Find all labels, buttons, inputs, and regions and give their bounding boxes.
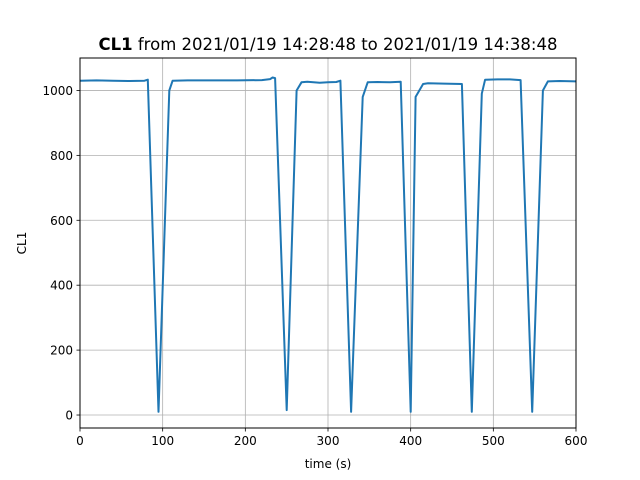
series-line-1 xyxy=(79,76,577,413)
y-tick-label: 800 xyxy=(50,149,73,163)
x-tick-label: 500 xyxy=(482,434,505,448)
x-tick-label: 600 xyxy=(565,434,588,448)
chart-title-rest: from 2021/01/19 14:28:48 to 2021/01/19 1… xyxy=(133,35,558,54)
chart-title: CL1 from 2021/01/19 14:28:48 to 2021/01/… xyxy=(99,35,558,54)
y-axis-label: CL1 xyxy=(15,232,29,255)
y-tick-label: 0 xyxy=(65,409,73,423)
x-tick-label: 200 xyxy=(234,434,257,448)
y-tick-label: 1000 xyxy=(42,84,73,98)
x-axis-ticks: 0 100 200 300 400 500 600 xyxy=(76,428,587,448)
x-tick-label: 300 xyxy=(317,434,340,448)
y-tick-label: 200 xyxy=(50,344,73,358)
x-tick-label: 100 xyxy=(151,434,174,448)
y-axis-ticks: 0 200 400 600 800 1000 xyxy=(42,84,80,423)
chart-title-bold: CL1 xyxy=(99,35,133,54)
y-tick-label: 400 xyxy=(50,279,73,293)
x-tick-label: 0 xyxy=(76,434,84,448)
x-axis-label: time (s) xyxy=(305,457,352,471)
x-tick-label: 400 xyxy=(399,434,422,448)
series-layer xyxy=(79,76,577,413)
y-tick-label: 600 xyxy=(50,214,73,228)
grid xyxy=(79,58,577,428)
